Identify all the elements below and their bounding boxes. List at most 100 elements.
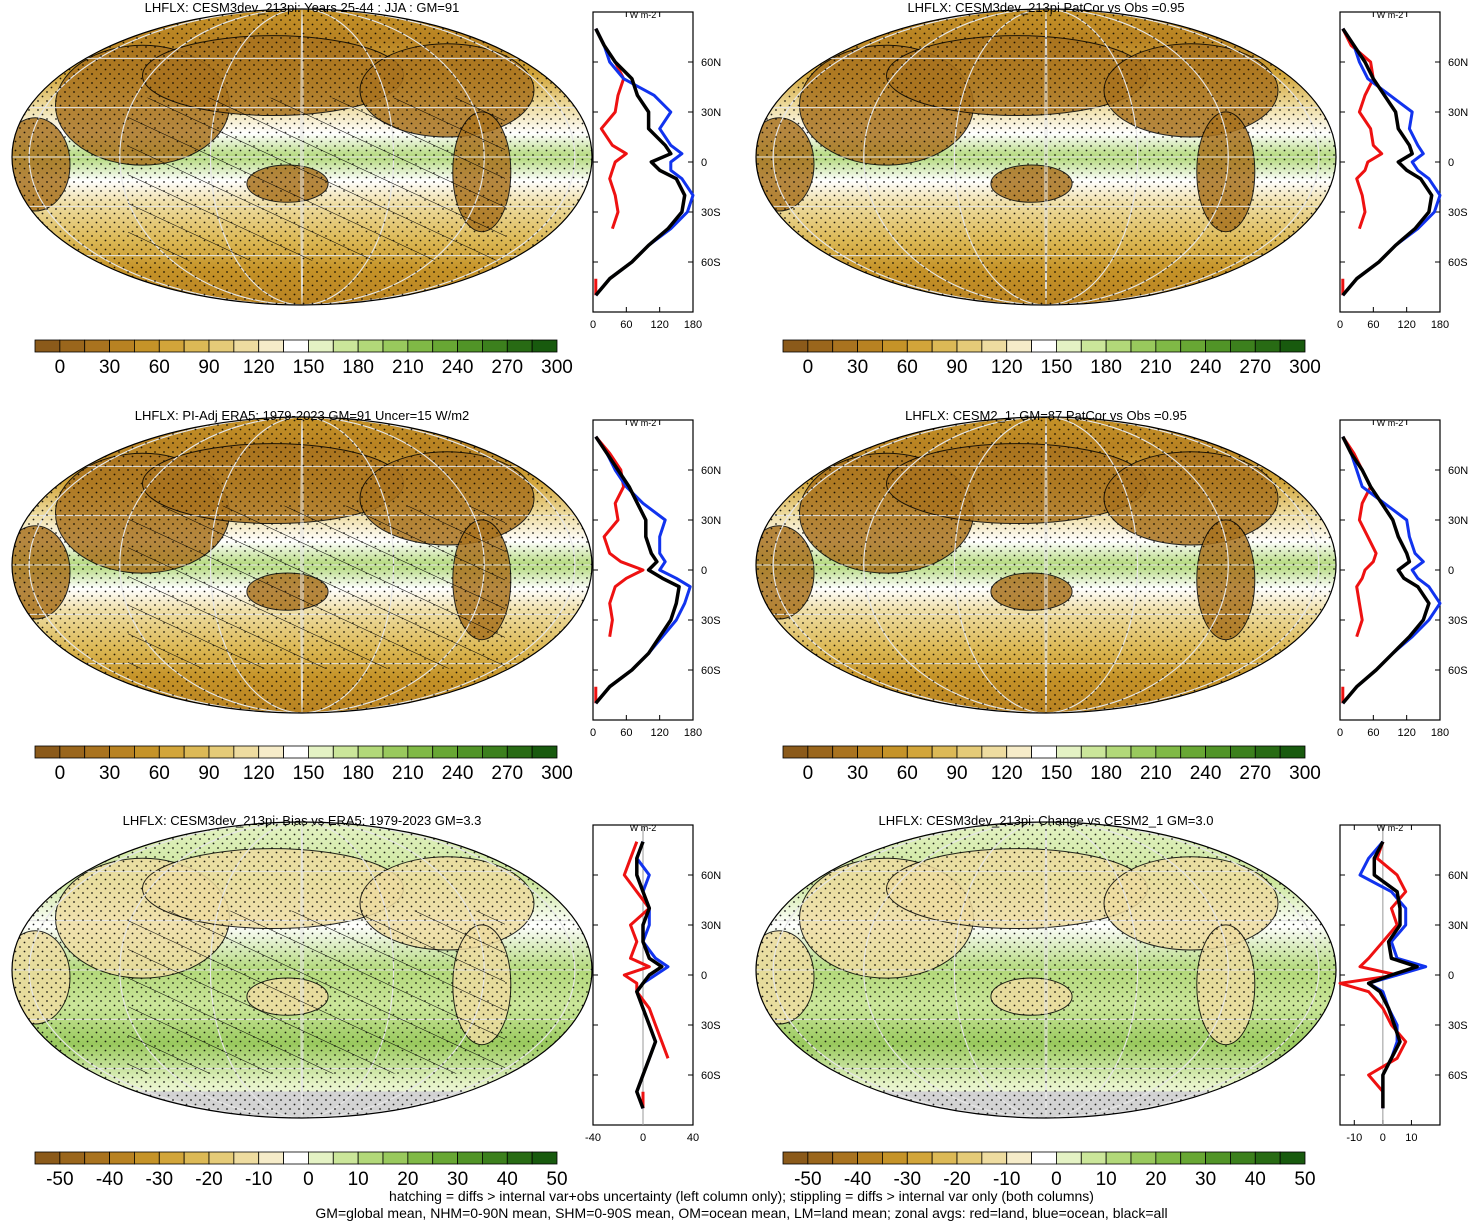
colorbar-box	[956, 745, 983, 759]
colorbar-box	[134, 745, 160, 759]
zonal-line-all	[1366, 840, 1419, 1109]
hatching	[128, 910, 505, 1074]
colorbar-tick-label: 150	[1041, 357, 1073, 378]
colorbar-tick-label: -20	[943, 1169, 970, 1190]
panel-title: LHFLX: CESM3dev_213pi: Years 25-44 : JJA…	[145, 0, 460, 15]
map-panel-6: LHFLX: CESM3dev_213pi: Change vs CESM2_1…	[755, 813, 1337, 1119]
colorbar-5: -50 -40 -30 -20 -10 0 10 20 30 40 50	[34, 1151, 568, 1190]
colorbar-1: 0 30 60 90 120 150 180 210 240 270 300	[34, 339, 573, 378]
colorbar-tick-label: -20	[195, 1169, 222, 1190]
footer-line-2: GM=global mean, NHM=0-90N mean, SHM=0-90…	[315, 1205, 1168, 1221]
colorbar-box	[857, 745, 883, 759]
colorbar-box	[183, 1151, 210, 1165]
colorbar-box	[158, 1151, 185, 1165]
zonal-frame	[1339, 11, 1441, 313]
colorbar-box	[34, 339, 61, 353]
zonal-xtick-label: 0	[590, 319, 596, 331]
colorbar-tick-label: 270	[491, 357, 523, 378]
colorbar-box	[59, 1151, 86, 1165]
colorbar-box	[482, 745, 508, 759]
zonal-xtick-label: -10	[1346, 1132, 1362, 1144]
colorbar-box	[1254, 1151, 1281, 1165]
stippling	[756, 417, 1336, 713]
colorbar-tick-label: 30	[1195, 1169, 1216, 1190]
panel-title: LHFLX: CESM3dev_213pi: Change vs CESM2_1…	[879, 813, 1214, 828]
colorbar-tick-label: -40	[844, 1169, 871, 1190]
colorbar-box	[1130, 339, 1157, 353]
colorbar-tick-label: 0	[803, 357, 814, 378]
zonal-panel-6: -10 0 10 60N 30N 0 30S 60S W m-2	[1338, 823, 1468, 1144]
colorbar-box	[1279, 745, 1306, 759]
colorbar-box	[308, 745, 334, 759]
stippling	[756, 822, 1336, 1118]
colorbar-box	[931, 339, 958, 353]
colorbar-box	[807, 1151, 834, 1165]
colorbar-tick-label: 210	[392, 763, 424, 784]
zonal-line-all	[1341, 27, 1434, 297]
colorbar-tick-label: -10	[245, 1169, 272, 1190]
colorbar-box	[59, 745, 86, 759]
zonal-ytick-label: 30S	[701, 615, 721, 627]
colorbar-tick-label: 90	[946, 357, 967, 378]
zonal-ytick-label: 30S	[701, 1020, 721, 1032]
colorbar-box	[407, 1151, 434, 1165]
colorbar-box	[457, 339, 483, 353]
zonal-ytick-label: 0	[701, 565, 707, 577]
zonal-xtick-label: 60	[1367, 319, 1379, 331]
colorbar-box	[1056, 745, 1082, 759]
colorbar-tick-label: 10	[348, 1169, 369, 1190]
colorbar-box	[506, 339, 533, 353]
colorbar-box	[432, 339, 458, 353]
colorbar-box	[1205, 745, 1231, 759]
zonal-line-all	[1341, 435, 1431, 705]
zonal-ytick-label: 30N	[701, 515, 721, 527]
zonal-ytick-label: 30N	[1448, 107, 1468, 119]
colorbar-box	[258, 1151, 284, 1165]
colorbar-tick-label: -50	[46, 1169, 73, 1190]
colorbar-tick-label: -50	[794, 1169, 821, 1190]
colorbar-box	[1155, 339, 1182, 353]
colorbar-box	[882, 339, 908, 353]
colorbar-box	[308, 339, 334, 353]
colorbar-box	[283, 339, 309, 353]
colorbar-tick-label: -30	[146, 1169, 173, 1190]
colorbar-box	[332, 339, 359, 353]
colorbar-box	[981, 339, 1008, 353]
zonal-panel-1: 0 60 120 180 60N 30N 0 30S 60S W m-2	[590, 10, 721, 331]
colorbar-box	[457, 1151, 483, 1165]
footer-line-1: hatching = diffs > internal var+obs unce…	[389, 1188, 1094, 1204]
zonal-ytick-label: 0	[1448, 970, 1454, 982]
zonal-xtick-label: 180	[1431, 319, 1449, 331]
colorbar-box	[158, 339, 185, 353]
colorbar-box	[134, 339, 160, 353]
colorbar-tick-label: 240	[442, 763, 474, 784]
map-outline	[11, 821, 593, 1119]
colorbar-4: 0 30 60 90 120 150 180 210 240 270 300	[782, 745, 1321, 784]
colorbar-box	[1155, 1151, 1182, 1165]
colorbar-tick-label: 30	[99, 763, 120, 784]
colorbar-box	[482, 1151, 508, 1165]
colorbar-box	[233, 745, 260, 759]
zonal-ytick-label: 0	[1448, 157, 1454, 169]
colorbar-tick-label: 120	[991, 763, 1023, 784]
colorbar-tick-label: 270	[1239, 357, 1271, 378]
colorbar-box	[1180, 1151, 1206, 1165]
colorbar-box	[357, 745, 384, 759]
zonal-ytick-label: 30S	[1448, 1020, 1468, 1032]
colorbar-box	[357, 339, 384, 353]
colorbar-tick-label: 10	[1096, 1169, 1117, 1190]
colorbar-box	[882, 745, 908, 759]
colorbar-box	[981, 1151, 1008, 1165]
colorbar-box	[981, 745, 1008, 759]
colorbar-box	[34, 1151, 61, 1165]
colorbar-tick-label: 0	[55, 357, 66, 378]
zonal-ytick-label: 30N	[701, 107, 721, 119]
zonal-xtick-label: 60	[620, 727, 632, 739]
colorbar-box	[482, 339, 508, 353]
zonal-unit-label: W m-2	[630, 823, 657, 833]
colorbar-box	[1006, 339, 1032, 353]
colorbar-box	[432, 745, 458, 759]
zonal-panel-2: 0 60 120 180 60N 30N 0 30S 60S W m-2	[1337, 10, 1468, 331]
colorbar-box	[1155, 745, 1182, 759]
colorbar-box	[233, 339, 260, 353]
